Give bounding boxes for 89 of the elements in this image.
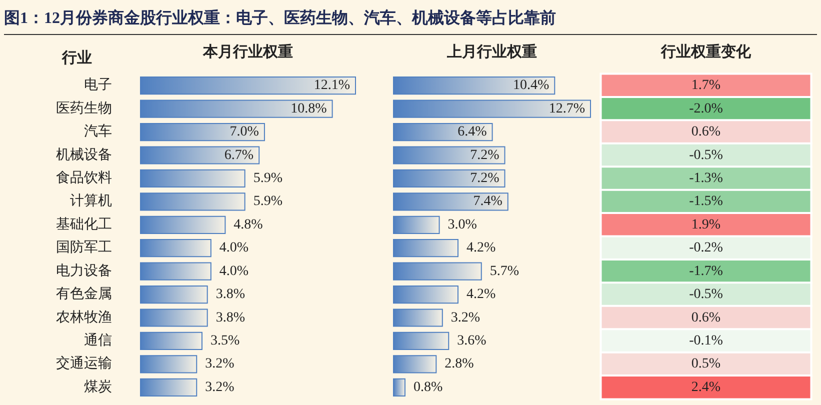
y-tick-label: 电力设备 (56, 262, 112, 279)
data-label: -1.7% (689, 264, 724, 279)
data-label: 6.4% (458, 124, 488, 140)
data-label: 4.0% (219, 264, 249, 279)
data-label: 0.8% (413, 380, 443, 395)
bar (393, 76, 556, 95)
y-tick-label: 机械设备 (56, 146, 112, 163)
data-label: 4.2% (466, 240, 496, 256)
data-label: 3.0% (448, 217, 478, 232)
data-label: 1.7% (691, 78, 721, 94)
y-tick-label: 电子 (84, 77, 112, 94)
data-label: 0.6% (691, 124, 721, 140)
y-tick-label: 交通运输 (56, 356, 112, 372)
data-label: 0.5% (691, 356, 721, 372)
data-label: 10.8% (290, 101, 328, 116)
data-label: 2.4% (691, 380, 721, 395)
bar (393, 122, 493, 142)
x-axis-title: 本月行业权重 (202, 44, 293, 60)
bar (140, 285, 208, 304)
data-label: -2.0% (689, 101, 724, 116)
data-label: 3.5% (210, 333, 240, 348)
data-label: -0.5% (689, 148, 724, 163)
data-label: 1.9% (691, 217, 721, 232)
y-tick-label: 基础化工 (56, 216, 112, 232)
y-tick-label: 通信 (84, 332, 112, 348)
bar (393, 285, 458, 304)
bar (393, 100, 591, 118)
data-label: 10.4% (512, 78, 550, 94)
data-label: 7.2% (470, 170, 500, 186)
bar (140, 100, 333, 118)
data-label: 4.0% (219, 240, 249, 256)
bar (140, 262, 212, 280)
bar (393, 378, 406, 396)
y-tick-label: 医药生物 (56, 100, 112, 116)
y-tick-label: 农林牧渔 (56, 309, 112, 326)
data-label: -1.5% (689, 194, 724, 210)
data-label: -1.3% (689, 170, 724, 186)
y-tick-label: 有色金属 (56, 286, 112, 302)
bar (393, 239, 458, 258)
bar (393, 216, 440, 234)
data-label: 5.9% (253, 170, 283, 186)
data-label: -0.5% (689, 287, 724, 302)
data-label: -0.2% (689, 240, 724, 256)
data-label: 7.4% (473, 194, 503, 210)
bar (140, 378, 198, 396)
data-label: 0.6% (691, 310, 721, 326)
data-label: 5.9% (253, 194, 283, 210)
x-axis-title: 行业权重变化 (660, 42, 752, 60)
bar (140, 146, 260, 164)
data-label: 2.8% (444, 356, 474, 372)
data-label: 12.1% (314, 78, 350, 94)
bar (393, 192, 508, 211)
data-label: 6.7% (224, 148, 254, 163)
x-axis-title: 上月行业权重 (446, 44, 537, 60)
bar (140, 192, 246, 211)
y-tick-label: 汽车 (84, 124, 112, 140)
bar (393, 332, 450, 350)
data-label: 3.2% (205, 356, 235, 372)
data-label: -0.1% (689, 333, 724, 348)
bar (140, 355, 198, 374)
bar (140, 332, 202, 350)
bar (140, 169, 246, 188)
data-label: 7.2% (470, 148, 500, 163)
chart-title: 图1：12月份券商金股行业权重：电子、医药生物、汽车、机械设备等占比靠前 (4, 4, 817, 35)
data-label: 5.7% (490, 264, 520, 279)
data-label: 12.7% (548, 101, 586, 116)
data-label: 3.2% (205, 380, 235, 395)
data-label: 7.0% (230, 124, 260, 140)
y-tick-label: 煤炭 (84, 378, 112, 395)
data-label: 4.2% (466, 287, 496, 302)
bar (140, 216, 226, 234)
data-label: 4.8% (234, 217, 264, 232)
bar (140, 76, 356, 95)
bar (393, 169, 506, 188)
bar (140, 308, 208, 327)
y-tick-label: 食品饮料 (56, 170, 112, 186)
data-label: 3.2% (450, 310, 480, 326)
y-tick-label: 国防军工 (56, 240, 112, 256)
bar (140, 239, 212, 258)
bar (393, 262, 482, 280)
y-tick-label: 计算机 (70, 193, 112, 210)
data-label: 3.8% (216, 310, 246, 326)
bar (393, 355, 437, 374)
y-axis-title: 行业 (61, 50, 92, 66)
bar (393, 308, 443, 327)
data-label: 3.8% (216, 287, 246, 302)
data-label: 3.6% (457, 333, 487, 348)
bar (140, 122, 265, 142)
bar (393, 146, 506, 164)
